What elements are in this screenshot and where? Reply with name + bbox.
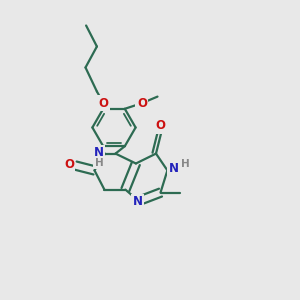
Text: O: O: [137, 97, 147, 110]
Text: H: H: [94, 158, 103, 168]
Text: N: N: [168, 161, 178, 175]
Text: N: N: [133, 195, 143, 208]
Text: N: N: [94, 146, 104, 160]
Text: O: O: [155, 119, 165, 133]
Text: O: O: [98, 97, 109, 110]
Text: O: O: [64, 158, 74, 171]
Text: H: H: [181, 159, 190, 169]
